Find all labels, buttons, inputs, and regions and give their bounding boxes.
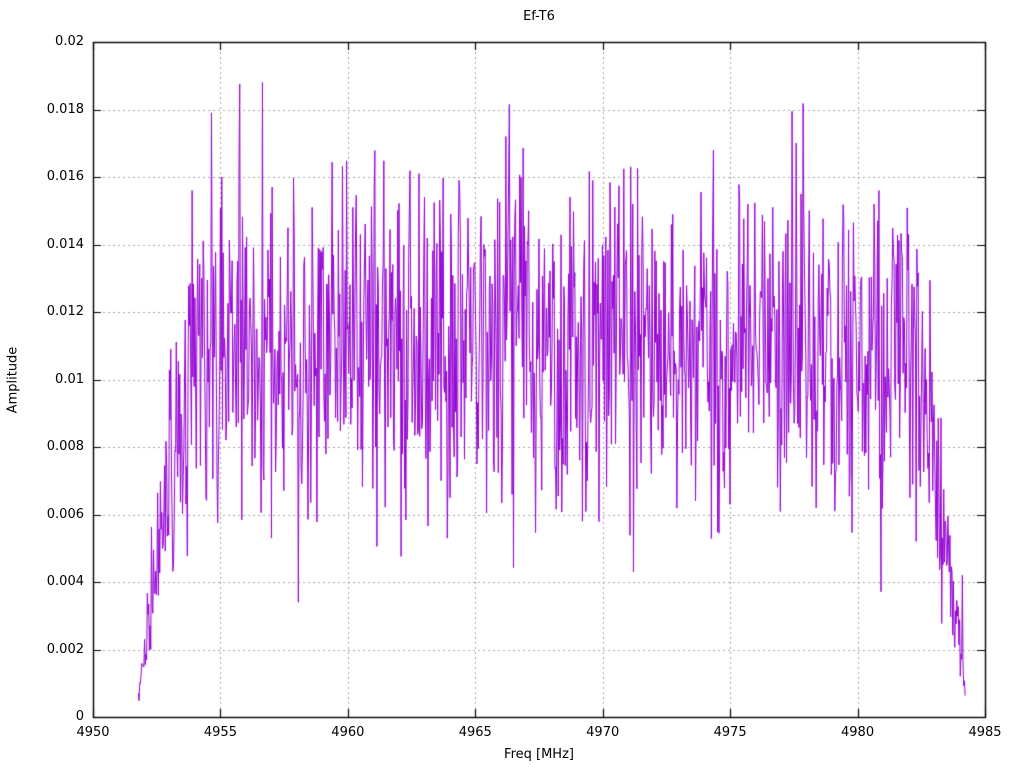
- y-tick-label: 0.002: [46, 641, 84, 657]
- y-tick-label: 0.02: [55, 34, 84, 49]
- chart-title: Ef-T6: [523, 9, 555, 24]
- y-tick-label: 0.016: [46, 169, 84, 184]
- y-tick-label: 0.01: [55, 371, 84, 387]
- x-tick-label: 4970: [586, 725, 620, 740]
- y-tick-label: 0.014: [46, 236, 84, 252]
- y-tick-label: 0.008: [46, 439, 84, 454]
- y-tick-label: 0.006: [46, 506, 84, 522]
- x-tick-label: 4980: [841, 725, 875, 740]
- x-tick-label: 4985: [968, 725, 1002, 740]
- y-tick-label: 0.012: [46, 304, 84, 319]
- y-tick-label: 0.004: [46, 574, 84, 589]
- x-tick-label: 4955: [203, 725, 237, 740]
- x-tick-label: 4950: [76, 725, 110, 740]
- y-tick-label: 0: [75, 709, 84, 724]
- x-axis-label: Freq [MHz]: [504, 747, 574, 762]
- x-tick-label: 4960: [331, 725, 365, 740]
- x-tick-label: 4975: [713, 725, 747, 740]
- x-tick-label: 4965: [458, 725, 492, 740]
- y-tick-label: 0.018: [46, 101, 84, 117]
